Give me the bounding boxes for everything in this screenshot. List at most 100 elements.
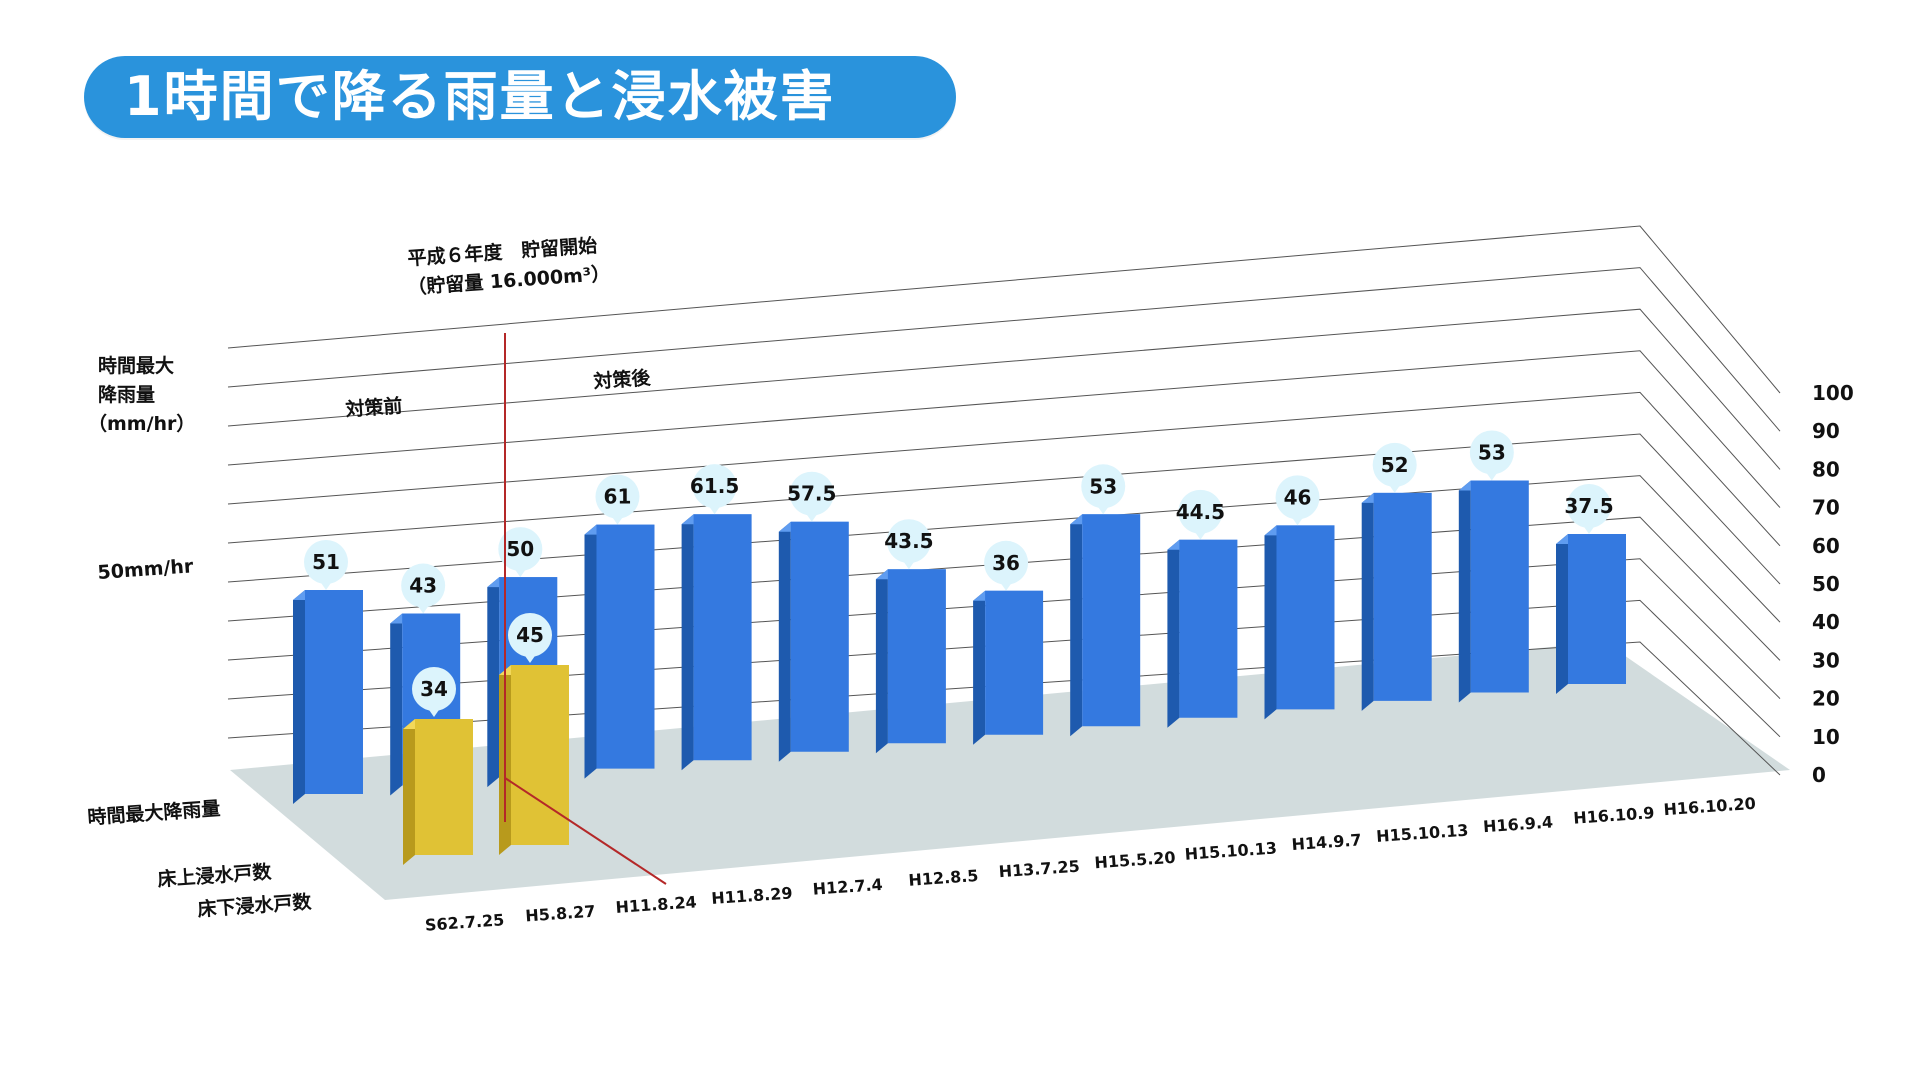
- value-bubble-tail-rainfall: [1290, 515, 1305, 526]
- bar-rainfall: [1373, 492, 1432, 701]
- before-measures-label: 対策前: [344, 394, 403, 421]
- bar-rainfall: [1276, 525, 1335, 710]
- x-tick-label: H14.9.7: [1291, 830, 1362, 854]
- gridline: [227, 391, 1781, 547]
- x-tick-label: H16.10.9: [1573, 803, 1655, 828]
- data-label-rainfall: 43: [409, 574, 437, 598]
- x-tick-label: H15.10.13: [1376, 821, 1469, 846]
- data-label-rainfall: 53: [1089, 474, 1117, 498]
- x-tick-label: H15.5.20: [1094, 848, 1176, 873]
- value-bubble-tail-above-floor: [427, 707, 441, 717]
- bar-side-rainfall: [1264, 525, 1277, 720]
- value-bubble-tail-rainfall: [1484, 470, 1499, 481]
- x-tick-label: H16.9.4: [1482, 812, 1553, 836]
- bar-rainfall: [790, 521, 849, 752]
- bar-side-rainfall: [1167, 539, 1180, 728]
- bar-rainfall: [596, 524, 655, 769]
- x-tick-label: H12.8.5: [908, 866, 979, 890]
- bar-side-rainfall: [1361, 492, 1374, 711]
- value-bubble-above-floor: [412, 667, 456, 711]
- y-tick-label: 100: [1812, 381, 1854, 405]
- bar-rainfall: [985, 590, 1044, 735]
- row-label-above-floor: 床上浸水戸数: [157, 860, 273, 891]
- y-tick-label: 80: [1812, 457, 1840, 481]
- bar-side-rainfall: [1458, 480, 1471, 703]
- bar-side-rainfall: [1070, 514, 1083, 737]
- data-label-above-floor: 45: [516, 623, 544, 647]
- value-bubble-tail-rainfall: [610, 514, 625, 525]
- bar-side-rainfall: [778, 521, 791, 762]
- y-tick-label: 60: [1812, 534, 1840, 558]
- value-bubble-rainfall: [789, 471, 834, 516]
- value-bubble-tail-rainfall: [1387, 482, 1402, 493]
- value-bubble-above-floor: [508, 613, 552, 657]
- title-banner: 1時間で降る雨量と浸水被害: [84, 56, 956, 138]
- data-label-rainfall: 52: [1381, 453, 1409, 477]
- value-bubble-tail-rainfall: [416, 603, 431, 614]
- y-tick-label: 90: [1812, 419, 1840, 443]
- value-bubble-tail-rainfall: [319, 580, 333, 590]
- value-bubble-rainfall: [595, 474, 640, 519]
- data-label-rainfall: 36: [992, 551, 1020, 575]
- value-bubble-rainfall: [1372, 442, 1417, 487]
- value-bubble-tail-rainfall: [707, 504, 722, 515]
- row-label-max-rainfall: 時間最大降雨量: [87, 797, 221, 829]
- y-axis-title-line1: 時間最大: [98, 354, 174, 377]
- bar-rainfall: [305, 590, 363, 794]
- gridline: [227, 308, 1781, 470]
- storage-start-annotation-line1: 平成６年度 貯留開始: [407, 234, 598, 270]
- y-tick-label: 50: [1812, 572, 1840, 596]
- y-tick-label: 70: [1812, 496, 1840, 520]
- bar-rainfall: [1082, 514, 1141, 727]
- y-tick-label: 40: [1812, 610, 1840, 634]
- x-tick-label: H13.7.25: [998, 857, 1080, 882]
- after-measures-label: 対策後: [592, 366, 652, 393]
- reference-50mm-label: 50mm/hr: [97, 555, 195, 584]
- y-tick-label: 10: [1812, 725, 1840, 749]
- value-bubble-rainfall: [1178, 489, 1223, 534]
- y-axis-title-line2: 降雨量: [98, 383, 155, 406]
- bar-side-rainfall: [875, 569, 888, 754]
- value-bubble-tail-above-floor: [523, 653, 537, 663]
- x-tick-label: S62.7.25: [424, 910, 504, 934]
- value-bubble-rainfall: [886, 519, 931, 564]
- x-tick-label: H11.8.24: [615, 892, 697, 917]
- gridline: [227, 433, 1781, 585]
- data-label-rainfall: 37.5: [1564, 494, 1613, 518]
- data-label-rainfall: 57.5: [787, 482, 836, 506]
- value-bubble-tail-rainfall: [901, 559, 916, 570]
- page-title: 1時間で降る雨量と浸水被害: [124, 65, 836, 128]
- x-tick-label: H12.7.4: [812, 875, 883, 899]
- data-label-rainfall: 53: [1478, 440, 1506, 464]
- value-bubble-tail-rainfall: [1193, 529, 1208, 540]
- bar-side-rainfall: [973, 590, 986, 745]
- value-bubble-rainfall: [498, 527, 543, 572]
- value-bubble-rainfall: [692, 464, 737, 509]
- data-label-above-floor: 34: [420, 677, 448, 701]
- bar-rainfall: [1179, 539, 1238, 718]
- row-label-below-floor: 床下浸水戸数: [197, 890, 313, 921]
- bar-rainfall: [1470, 480, 1529, 693]
- value-bubble-rainfall: [1275, 475, 1320, 520]
- data-label-rainfall: 51: [312, 550, 340, 574]
- value-bubble-tail-rainfall: [513, 567, 528, 578]
- bar-side-rainfall: [293, 590, 305, 804]
- data-label-rainfall: 43.5: [884, 529, 933, 553]
- y-tick-label: 0: [1812, 763, 1826, 787]
- bar-side-rainfall: [584, 524, 597, 779]
- data-label-rainfall: 61: [604, 485, 632, 509]
- bar-rainfall: [693, 514, 752, 761]
- x-tick-label: H11.8.29: [711, 883, 793, 908]
- y-axis-title-line3: （mm/hr）: [88, 412, 195, 435]
- value-bubble-rainfall: [1567, 484, 1611, 528]
- value-bubble-tail-rainfall: [1096, 504, 1111, 515]
- value-bubble-rainfall: [984, 540, 1029, 585]
- storage-start-marker-floor-line: [504, 777, 667, 885]
- bar-side-rainfall: [681, 514, 694, 771]
- data-label-rainfall: 46: [1284, 485, 1312, 509]
- bar-side-rainfall: [390, 613, 403, 796]
- gridline: [227, 225, 1781, 394]
- bar-above-floor: [415, 719, 473, 855]
- gridline: [227, 267, 1781, 432]
